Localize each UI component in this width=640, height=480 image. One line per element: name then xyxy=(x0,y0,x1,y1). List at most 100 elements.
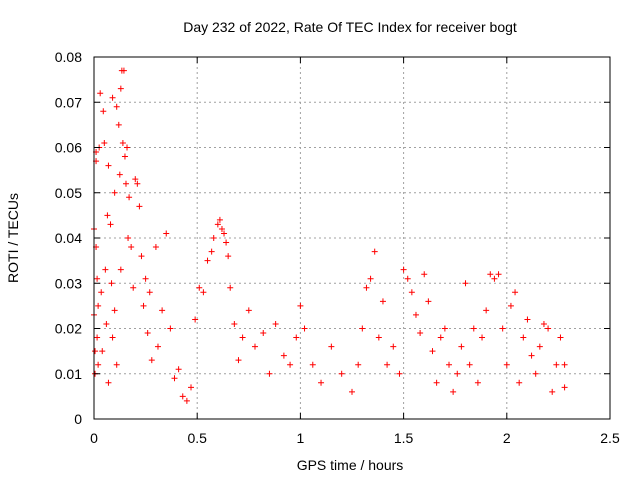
data-point xyxy=(146,289,153,296)
data-point xyxy=(115,121,122,128)
data-point xyxy=(359,325,366,332)
data-point xyxy=(379,298,386,305)
data-point xyxy=(408,289,415,296)
data-point xyxy=(159,307,166,314)
data-point xyxy=(94,275,101,282)
data-point xyxy=(260,330,267,337)
data-point xyxy=(503,361,510,368)
data-point xyxy=(121,153,128,160)
data-point xyxy=(396,370,403,377)
data-point xyxy=(183,397,190,404)
data-point xyxy=(204,257,211,264)
data-point xyxy=(102,266,109,273)
data-point xyxy=(148,357,155,364)
data-point xyxy=(301,325,308,332)
y-tick-label: 0.05 xyxy=(55,185,82,201)
data-point xyxy=(287,361,294,368)
data-point xyxy=(251,343,258,350)
data-point xyxy=(355,361,362,368)
data-point xyxy=(474,379,481,386)
data-point xyxy=(126,194,133,201)
data-point xyxy=(152,244,159,251)
data-point xyxy=(175,366,182,373)
data-point xyxy=(280,352,287,359)
data-point xyxy=(124,144,131,151)
data-point xyxy=(516,379,523,386)
data-point xyxy=(561,361,568,368)
y-tick-label: 0.07 xyxy=(55,94,82,110)
data-point xyxy=(210,235,217,241)
data-point xyxy=(92,348,99,355)
chart-title: Day 232 of 2022, Rate Of TEC Index for r… xyxy=(183,19,517,35)
data-point xyxy=(479,334,486,341)
data-point xyxy=(390,343,397,350)
data-point xyxy=(446,361,453,368)
data-point xyxy=(495,271,502,278)
data-point xyxy=(100,108,107,115)
data-point xyxy=(103,320,110,327)
data-point xyxy=(450,388,457,395)
data-point xyxy=(487,271,494,278)
data-point xyxy=(309,361,316,368)
data-point xyxy=(120,67,127,74)
data-point xyxy=(109,334,116,341)
data-point xyxy=(108,280,115,287)
data-point xyxy=(532,370,539,377)
data-point xyxy=(545,325,552,332)
data-point xyxy=(95,302,102,309)
data-point xyxy=(429,348,436,355)
data-point xyxy=(140,302,147,309)
data-point xyxy=(404,275,411,282)
data-point xyxy=(104,212,111,219)
data-point xyxy=(371,248,378,255)
data-point xyxy=(171,375,178,382)
data-point xyxy=(208,248,215,255)
data-point xyxy=(540,320,547,327)
data-point xyxy=(130,284,137,291)
x-tick-label: 1 xyxy=(297,430,305,446)
data-point xyxy=(458,343,465,350)
data-point xyxy=(119,139,126,146)
x-tick-label: 2 xyxy=(503,430,511,446)
x-axis-label: GPS time / hours xyxy=(297,457,404,473)
data-point xyxy=(462,280,469,287)
data-point xyxy=(293,334,300,341)
data-point xyxy=(94,334,101,341)
data-point xyxy=(128,244,135,251)
data-point xyxy=(221,230,228,237)
data-point xyxy=(318,379,325,386)
x-tick-label: 0 xyxy=(90,430,98,446)
y-tick-label: 0.03 xyxy=(55,275,82,291)
data-point xyxy=(536,343,543,350)
data-point xyxy=(425,298,432,305)
data-point xyxy=(188,384,195,391)
data-point xyxy=(363,284,370,291)
data-point xyxy=(245,307,252,314)
data-point xyxy=(524,316,531,323)
data-point xyxy=(154,343,161,350)
data-point xyxy=(520,334,527,341)
data-point xyxy=(117,85,124,92)
data-point xyxy=(272,320,279,327)
data-point xyxy=(512,289,519,296)
data-point xyxy=(400,266,407,273)
data-point xyxy=(132,176,139,183)
y-tick-label: 0.02 xyxy=(55,321,82,337)
data-point xyxy=(266,370,273,377)
data-point xyxy=(179,393,186,400)
data-point xyxy=(433,379,440,386)
data-point xyxy=(231,320,238,327)
data-point xyxy=(134,180,141,187)
data-point xyxy=(227,284,234,291)
data-point xyxy=(144,330,151,337)
data-point xyxy=(421,271,428,278)
x-tick-label: 0.5 xyxy=(187,430,207,446)
data-point xyxy=(98,289,105,296)
data-point xyxy=(557,334,564,341)
data-point xyxy=(192,316,199,323)
y-tick-label: 0.01 xyxy=(55,366,82,382)
data-point xyxy=(125,235,132,241)
data-point xyxy=(111,307,118,314)
grid-lines xyxy=(94,57,610,419)
